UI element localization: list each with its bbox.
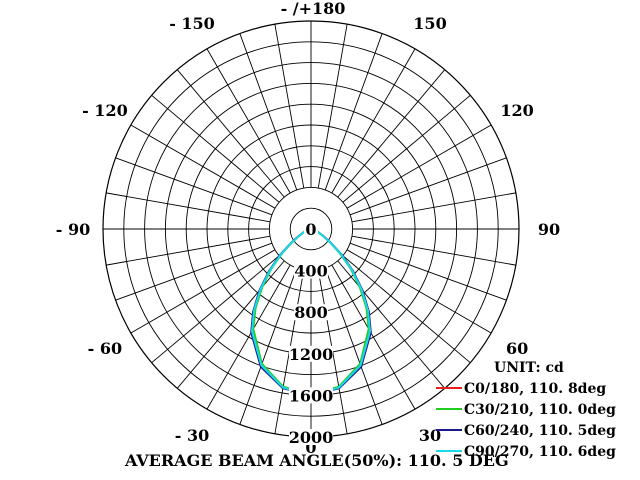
grid-spoke bbox=[351, 235, 516, 266]
angle-label: - 90 bbox=[56, 220, 90, 239]
grid-spoke bbox=[106, 235, 271, 266]
grid-ring bbox=[289, 207, 333, 251]
angle-label: - 150 bbox=[169, 14, 215, 33]
grid-spoke bbox=[151, 94, 280, 203]
ring-label: 1600 bbox=[289, 386, 334, 405]
grid-spoke bbox=[331, 264, 416, 410]
grid-spoke bbox=[317, 24, 348, 189]
angle-label: - 120 bbox=[82, 101, 128, 120]
ring-label-bg bbox=[289, 387, 333, 404]
angle-label: 120 bbox=[500, 101, 533, 120]
ring-label: 2000 bbox=[289, 428, 334, 447]
ring-label-bg bbox=[294, 262, 328, 279]
legend-label: C90/270, 110. 6deg bbox=[464, 444, 616, 460]
grid-spoke bbox=[346, 124, 492, 209]
grid-spoke bbox=[130, 249, 276, 334]
angle-label: 0 bbox=[305, 438, 316, 457]
grid-spoke bbox=[115, 157, 273, 216]
grid-spoke bbox=[115, 242, 273, 301]
grid-spoke bbox=[130, 124, 276, 209]
grid-spoke bbox=[206, 264, 291, 410]
angle-label: 90 bbox=[538, 220, 560, 239]
beam-angle-footer: AVERAGE BEAM ANGLE(50%): 110. 5 DEG bbox=[124, 451, 509, 470]
ring-label-bg bbox=[289, 429, 333, 445]
ring-label: 400 bbox=[294, 262, 327, 281]
legend-label: C30/210, 110. 0deg bbox=[464, 402, 616, 418]
grid-spoke bbox=[324, 267, 383, 425]
ring-labels: 0 400 800 1200 1600 2000 bbox=[289, 220, 334, 447]
grid-spoke bbox=[324, 33, 383, 191]
grid-spoke bbox=[151, 255, 280, 364]
grid-spoke bbox=[331, 48, 416, 194]
grid-spoke bbox=[106, 192, 271, 223]
grid-spoke bbox=[274, 24, 305, 189]
angle-label: - 60 bbox=[88, 339, 122, 358]
grid-spoke bbox=[342, 255, 471, 364]
legend-label: C0/180, 110. 8deg bbox=[464, 381, 606, 397]
angle-label: - 30 bbox=[175, 426, 209, 445]
grid-spoke bbox=[349, 157, 507, 216]
ring-label-bg bbox=[304, 221, 318, 237]
unit-label: UNIT: cd bbox=[494, 360, 564, 376]
angle-label: 60 bbox=[506, 339, 528, 358]
ring-label: 0 bbox=[305, 220, 316, 239]
legend: UNIT: cd C0/180, 110. 8deg C30/210, 110. … bbox=[436, 360, 616, 460]
ring-label-bg bbox=[294, 304, 328, 321]
grid-spoke bbox=[239, 267, 298, 425]
angle-label: 30 bbox=[419, 426, 441, 445]
ring-label: 800 bbox=[294, 303, 327, 322]
angle-label: - /+180 bbox=[281, 0, 346, 18]
grid-spoke bbox=[239, 33, 298, 191]
grid-spoke bbox=[176, 260, 285, 389]
angle-labels: - /+180 150 - 150 120 - 120 90 - 90 60 - 60 30 - 3… bbox=[56, 0, 560, 457]
angle-label: 150 bbox=[413, 14, 446, 33]
grid-spoke bbox=[342, 94, 471, 203]
ring-label: 1200 bbox=[289, 345, 334, 364]
grid-spoke bbox=[351, 192, 516, 223]
grid-spoke bbox=[337, 260, 446, 389]
ring-label-bg bbox=[289, 345, 333, 362]
legend-label: C60/240, 110. 5deg bbox=[464, 423, 616, 439]
grid-spoke bbox=[337, 69, 446, 198]
grid-spoke bbox=[176, 69, 285, 198]
grid-spoke bbox=[206, 48, 291, 194]
grid-spoke bbox=[349, 242, 507, 301]
grid-spoke bbox=[346, 249, 492, 334]
